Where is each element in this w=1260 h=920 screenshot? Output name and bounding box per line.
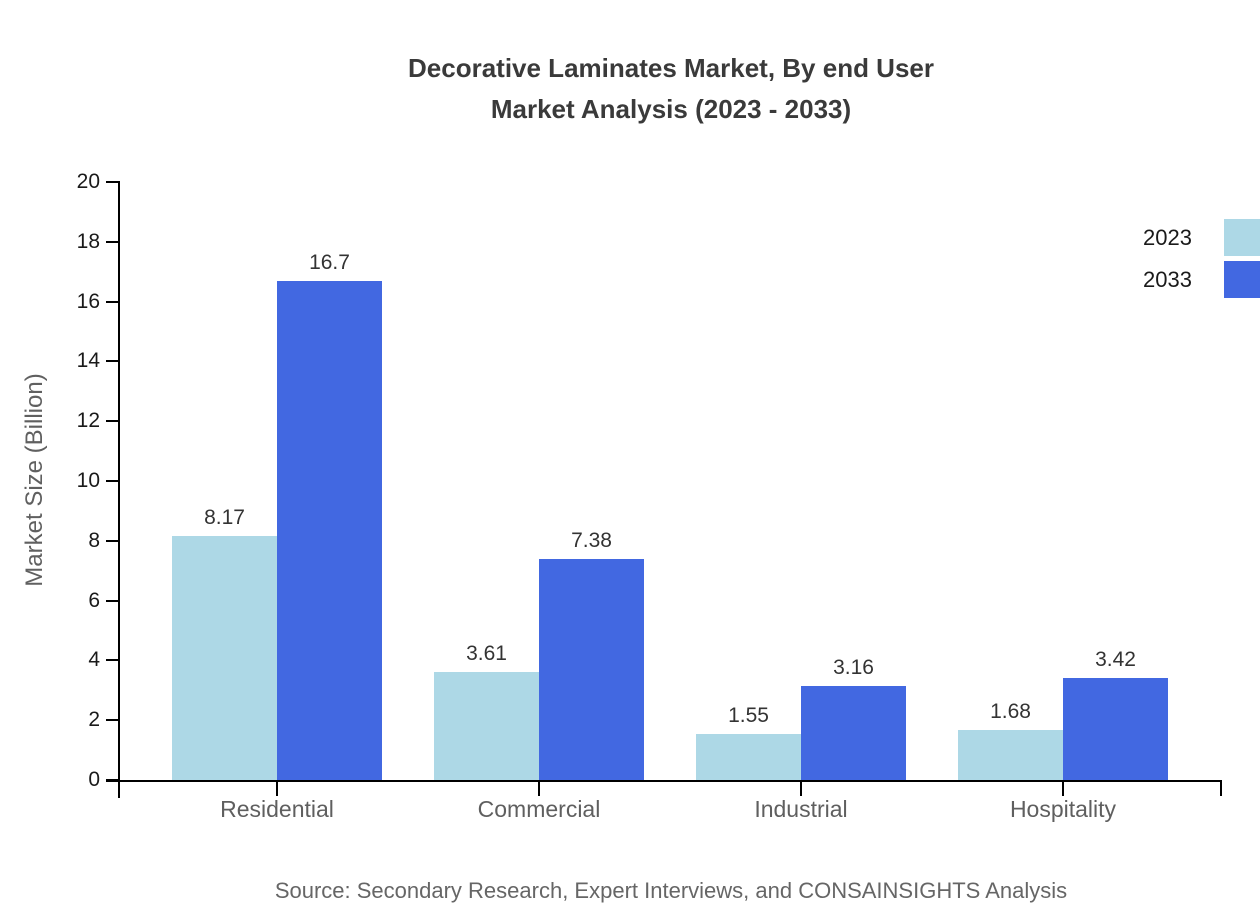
y-tick-mark bbox=[106, 719, 120, 721]
value-label-2033-hospitality: 3.42 bbox=[1095, 648, 1136, 671]
y-tick-label: 12 bbox=[76, 409, 100, 432]
chart-title-line1: Decorative Laminates Market, By end User bbox=[408, 53, 934, 83]
bar-2033-commercial bbox=[539, 559, 644, 780]
y-tick-mark bbox=[106, 241, 120, 243]
bar-2023-commercial bbox=[434, 672, 539, 780]
y-tick-label: 14 bbox=[76, 349, 100, 372]
y-tick-label: 18 bbox=[76, 230, 100, 253]
y-tick-label: 10 bbox=[76, 469, 100, 492]
value-label-2033-residential: 16.7 bbox=[309, 251, 350, 274]
y-tick-mark bbox=[106, 659, 120, 661]
y-tick-label: 6 bbox=[88, 589, 100, 612]
legend-swatch-2023 bbox=[1224, 219, 1260, 256]
y-tick-mark bbox=[106, 600, 120, 602]
value-label-2023-hospitality: 1.68 bbox=[990, 700, 1031, 723]
legend-item-2033: 2033 bbox=[1143, 261, 1260, 298]
value-label-2023-industrial: 1.55 bbox=[728, 704, 769, 727]
y-tick-mark bbox=[106, 181, 120, 183]
x-category-label: Commercial bbox=[477, 796, 601, 822]
source-note: Source: Secondary Research, Expert Inter… bbox=[274, 878, 1068, 903]
bar-2033-industrial bbox=[801, 686, 906, 780]
value-label-2023-commercial: 3.61 bbox=[466, 642, 507, 665]
bar-2033-hospitality bbox=[1063, 678, 1168, 780]
x-tick-mark bbox=[538, 780, 540, 796]
y-tick-label: 8 bbox=[88, 529, 100, 552]
y-tick-mark bbox=[106, 301, 120, 303]
legend-swatch-2033 bbox=[1224, 261, 1260, 298]
legend: 2023 2033 bbox=[1143, 219, 1260, 303]
y-tick-label: 4 bbox=[88, 648, 100, 671]
y-tick-label: 0 bbox=[88, 768, 100, 791]
bar-2023-residential bbox=[172, 536, 277, 780]
x-tick-mark bbox=[1062, 780, 1064, 796]
x-category-label: Industrial bbox=[754, 796, 848, 822]
y-tick-mark bbox=[106, 420, 120, 422]
x-axis-line bbox=[106, 780, 1222, 782]
chart-title-line2: Market Analysis (2023 - 2033) bbox=[490, 94, 852, 124]
x-tick-mark bbox=[276, 780, 278, 796]
y-tick-mark bbox=[106, 540, 120, 542]
value-label-2033-commercial: 7.38 bbox=[571, 529, 612, 552]
x-category-label: Residential bbox=[220, 796, 334, 822]
y-tick-label: 2 bbox=[88, 708, 100, 731]
x-tick-mark bbox=[800, 780, 802, 796]
y-tick-label: 16 bbox=[76, 290, 100, 313]
y-axis-line bbox=[118, 182, 120, 798]
chart-title: Decorative Laminates Market, By end User… bbox=[82, 48, 1260, 130]
legend-item-2023: 2023 bbox=[1143, 219, 1260, 256]
y-tick-label: 20 bbox=[76, 170, 100, 193]
x-axis-end-tick bbox=[1220, 780, 1222, 796]
y-tick-mark bbox=[106, 480, 120, 482]
value-label-2033-industrial: 3.16 bbox=[833, 656, 874, 679]
legend-label-2023: 2023 bbox=[1143, 224, 1192, 250]
y-tick-mark bbox=[106, 779, 120, 781]
legend-label-2033: 2033 bbox=[1143, 266, 1192, 292]
value-label-2023-residential: 8.17 bbox=[204, 506, 245, 529]
y-tick-mark bbox=[106, 360, 120, 362]
bar-2033-residential bbox=[277, 281, 382, 780]
bar-2023-hospitality bbox=[958, 730, 1063, 780]
x-category-label: Hospitality bbox=[1009, 796, 1117, 822]
bar-2023-industrial bbox=[696, 734, 801, 780]
